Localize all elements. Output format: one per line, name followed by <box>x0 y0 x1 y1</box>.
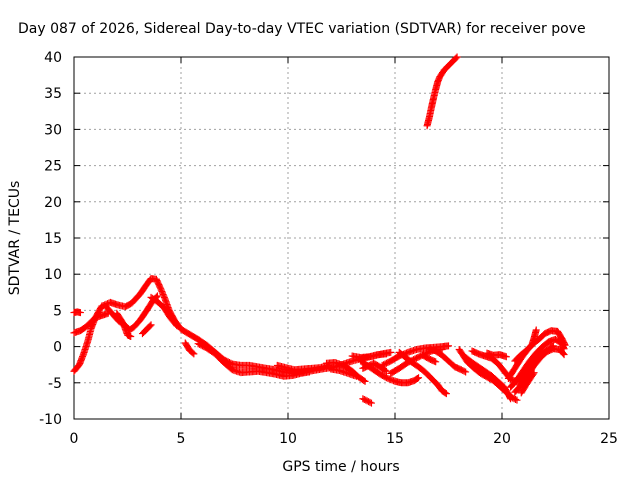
x-tick-label: 0 <box>70 431 79 447</box>
data-point <box>442 390 450 398</box>
y-tick-label: 0 <box>53 340 62 356</box>
x-tick-label: 5 <box>177 431 186 447</box>
data-point <box>382 367 390 375</box>
data-point <box>413 374 421 382</box>
x-tick-label: 15 <box>386 431 404 447</box>
data-points <box>70 53 569 407</box>
data-point <box>146 322 154 330</box>
data-point <box>560 351 568 359</box>
data-point <box>352 372 360 380</box>
data-point <box>189 349 197 357</box>
data-point <box>432 358 440 366</box>
data-point <box>532 326 540 334</box>
data-point <box>387 348 395 356</box>
data-point <box>530 369 538 377</box>
data-point <box>452 54 460 62</box>
data-point <box>381 366 389 374</box>
data-point <box>507 395 515 403</box>
data-point <box>190 350 198 358</box>
x-tick-label: 10 <box>279 431 297 447</box>
y-tick-label: -5 <box>48 376 62 392</box>
y-tick-label: 40 <box>44 50 62 66</box>
data-point <box>462 368 470 376</box>
data-point <box>360 376 368 384</box>
y-axis-label: SDTVAR / TECUs <box>7 181 23 296</box>
data-point <box>173 322 181 330</box>
data-point <box>529 370 537 378</box>
y-tick-label: 30 <box>44 122 62 138</box>
data-point <box>513 396 521 404</box>
y-tick-label: 25 <box>44 159 62 175</box>
data-point <box>172 320 180 328</box>
data-point <box>445 342 452 350</box>
y-tick-label: 15 <box>44 231 62 247</box>
data-point <box>366 398 374 406</box>
data-point <box>76 309 84 317</box>
data-point <box>382 350 390 358</box>
data-point <box>147 321 155 329</box>
data-point <box>453 53 461 61</box>
data-point <box>361 377 369 385</box>
y-tick-label: 20 <box>44 195 62 211</box>
y-tick-label: 35 <box>44 86 62 102</box>
x-tick-label: 25 <box>600 431 618 447</box>
axis-tick-labels: 0 5 10 15 20 25 -10 -5 0 5 10 15 20 25 30 35 40 <box>39 50 618 447</box>
data-point <box>460 367 468 375</box>
data-point <box>512 395 520 403</box>
data-point <box>415 374 423 382</box>
axis-ticks <box>73 56 610 420</box>
y-tick-label: 5 <box>53 303 62 319</box>
x-tick-label: 20 <box>493 431 511 447</box>
y-tick-label: -10 <box>39 412 62 428</box>
data-point <box>441 389 449 397</box>
y-tick-label: 10 <box>44 267 62 283</box>
data-point <box>367 399 375 407</box>
x-axis-label: GPS time / hours <box>282 459 399 475</box>
chart-title: Day 087 of 2026, Sidereal Day-to-day VTE… <box>18 21 586 37</box>
data-point <box>559 350 567 358</box>
data-point <box>127 332 135 340</box>
data-point <box>502 353 510 361</box>
